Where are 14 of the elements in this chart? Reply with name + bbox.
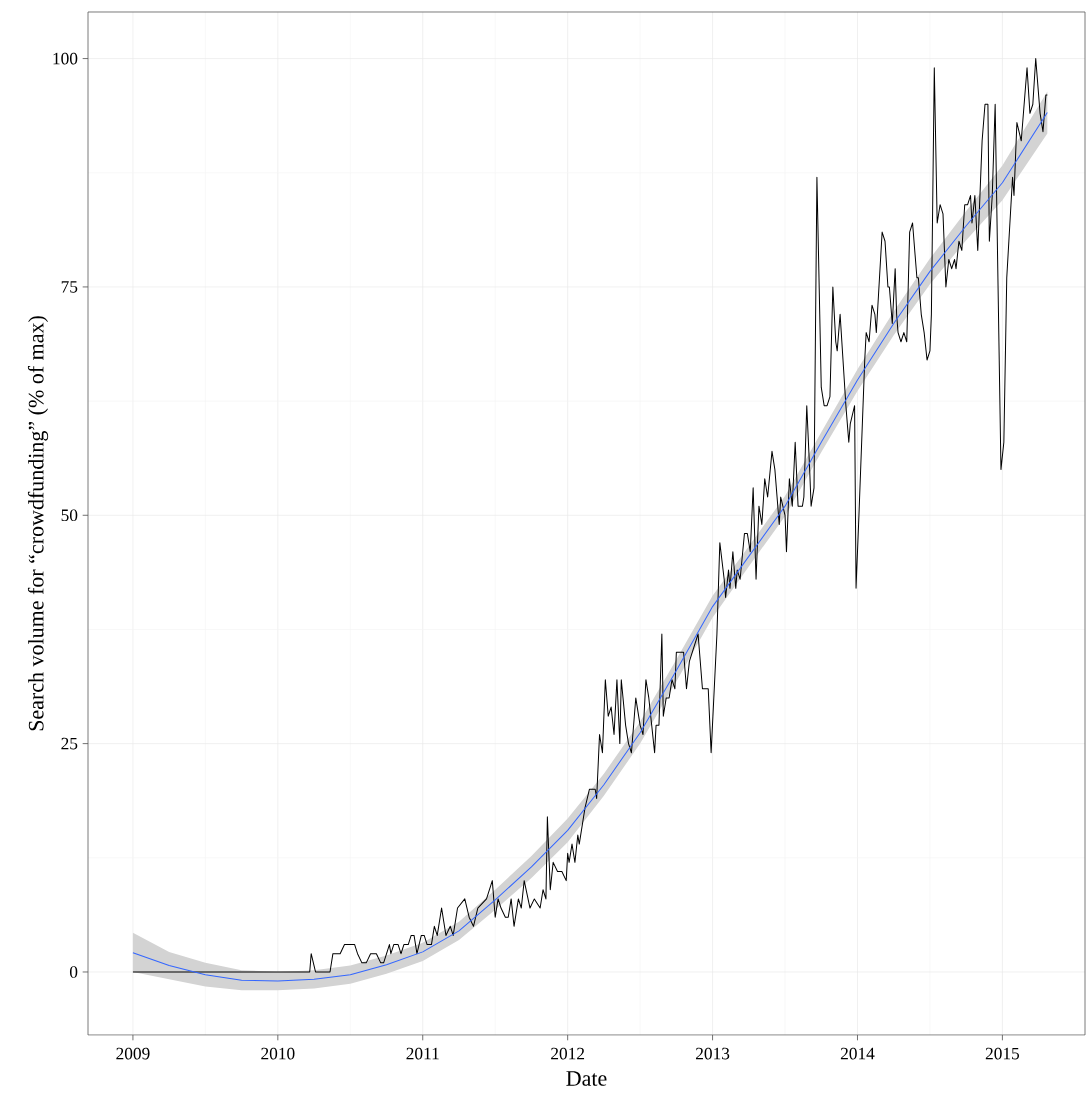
x-tick-label: 2015	[985, 1047, 1020, 1060]
x-axis-title: Date	[566, 1071, 607, 1086]
x-tick-label: 2014	[840, 1047, 875, 1060]
y-tick-label: 25	[61, 737, 78, 750]
x-tick-label: 2010	[261, 1047, 295, 1060]
y-tick-label: 100	[53, 52, 78, 65]
y-tick-label: 50	[61, 509, 78, 522]
y-tick-label: 75	[61, 281, 78, 293]
x-tick-label: 2009	[116, 1047, 150, 1060]
x-tick-label: 2013	[696, 1047, 730, 1060]
x-tick-label: 2011	[406, 1047, 439, 1060]
y-tick-label: 0	[69, 966, 78, 978]
x-tick-label: 2012	[551, 1047, 585, 1060]
y-axis-title: Search volume for “crowdfunding” (% of max)	[27, 316, 49, 731]
